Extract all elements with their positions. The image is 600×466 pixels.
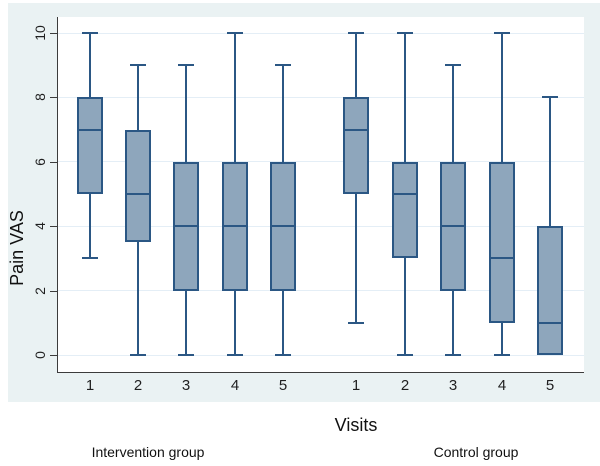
box-iqr xyxy=(392,161,418,259)
whisker-cap-lower xyxy=(178,354,194,356)
whisker-cap-upper xyxy=(82,32,98,34)
whisker-cap-upper xyxy=(178,64,194,67)
gridline xyxy=(58,290,584,292)
whisker-lower xyxy=(404,258,406,355)
whisker-cap-upper xyxy=(130,64,146,67)
plot-area xyxy=(57,17,584,373)
whisker-lower xyxy=(185,290,187,355)
median-line xyxy=(127,193,149,195)
median-line xyxy=(224,225,246,228)
box-iqr xyxy=(343,97,369,194)
whisker-cap-lower xyxy=(397,354,413,356)
whisker-cap-upper xyxy=(348,32,364,34)
whisker-cap-lower xyxy=(275,354,291,356)
whisker-upper xyxy=(234,33,236,162)
whisker-upper xyxy=(185,65,187,162)
box-iqr xyxy=(125,129,151,243)
whisker-cap-lower xyxy=(82,257,98,260)
whisker-lower xyxy=(282,290,284,355)
whisker-lower xyxy=(234,290,236,355)
whisker-cap-upper xyxy=(445,64,461,67)
whisker-cap-upper xyxy=(494,32,510,34)
median-line xyxy=(539,321,561,324)
median-line xyxy=(79,128,101,131)
whisker-lower xyxy=(452,290,454,355)
whisker-lower xyxy=(501,322,503,355)
whisker-lower xyxy=(89,194,91,259)
median-line xyxy=(345,128,367,131)
gridline xyxy=(58,354,584,356)
whisker-upper xyxy=(404,33,406,162)
whisker-upper xyxy=(137,65,139,130)
gridline xyxy=(58,96,584,98)
whisker-cap-lower xyxy=(445,354,461,356)
gridline xyxy=(58,225,584,227)
median-line xyxy=(272,225,294,228)
median-line xyxy=(442,225,464,228)
gridline xyxy=(58,161,584,163)
box-iqr xyxy=(489,161,515,323)
box-iqr xyxy=(537,226,563,355)
whisker-lower xyxy=(137,242,139,355)
whisker-upper xyxy=(549,97,551,227)
group-label-intervention: Intervention group xyxy=(91,444,205,460)
median-line xyxy=(394,193,416,195)
whisker-upper xyxy=(89,33,91,98)
box-iqr xyxy=(77,97,103,194)
whisker-upper xyxy=(282,65,284,162)
whisker-cap-lower xyxy=(227,354,243,356)
group-label-control: Control group xyxy=(433,444,519,460)
x-axis-title: Visits xyxy=(334,415,378,435)
whisker-upper xyxy=(501,33,503,162)
whisker-upper xyxy=(452,65,454,162)
whisker-cap-upper xyxy=(397,32,413,34)
whisker-cap-upper xyxy=(275,64,291,67)
whisker-cap-lower xyxy=(348,321,364,324)
whisker-lower xyxy=(355,194,357,323)
whisker-cap-upper xyxy=(542,96,558,99)
whisker-cap-upper xyxy=(227,32,243,34)
median-line xyxy=(491,257,513,260)
whisker-cap-lower xyxy=(494,354,510,356)
gridline xyxy=(58,32,584,34)
median-line xyxy=(175,225,197,228)
whisker-cap-lower xyxy=(130,354,146,356)
whisker-upper xyxy=(355,33,357,98)
